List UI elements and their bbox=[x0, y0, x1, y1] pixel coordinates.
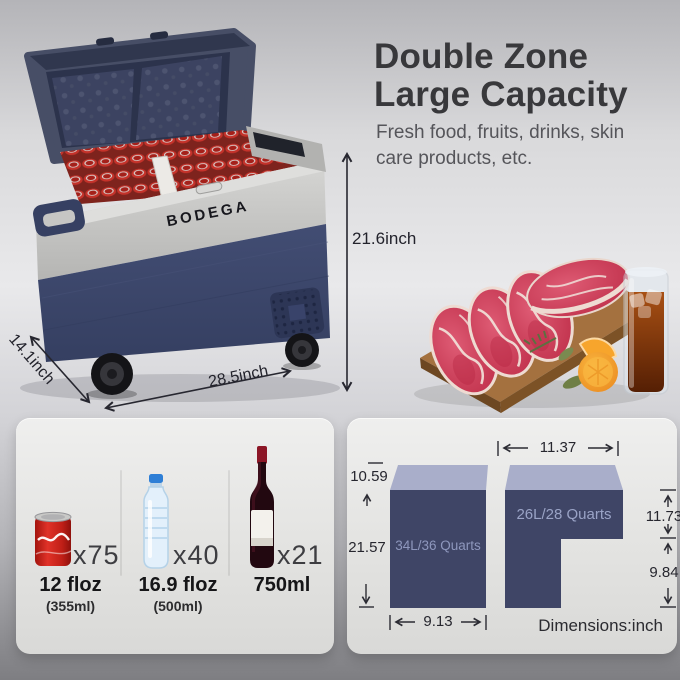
cooler-body: BODEGA bbox=[33, 126, 330, 362]
zones-panel: 34L/36 Quarts 26L/28 Quarts 10.59 21.57 … bbox=[347, 418, 680, 654]
subtitle-line-2: care products, etc. bbox=[376, 148, 533, 169]
item-size: 750ml bbox=[253, 574, 311, 596]
capacity-panel: x75 x40 x21 12 floz (355ml) 16.9 floz (5… bbox=[16, 418, 334, 654]
left-zone-width-label: 9.13 bbox=[423, 613, 453, 630]
item-count: x40 bbox=[173, 540, 220, 570]
title-line-1: Double Zone bbox=[374, 37, 589, 76]
right-zone-box bbox=[505, 465, 623, 608]
item-volume: (355ml) bbox=[45, 598, 96, 614]
rosemary-sprig bbox=[523, 330, 557, 353]
right-zone-upper-height-label: 11.73 bbox=[645, 508, 680, 525]
lid-latch bbox=[96, 37, 115, 46]
steaks bbox=[416, 257, 630, 406]
item-size: 16.9 floz bbox=[138, 574, 218, 596]
item-count: x21 bbox=[277, 540, 324, 570]
zone-annotation-lines bbox=[359, 441, 676, 630]
cooler-photo: BODEGA bbox=[20, 28, 353, 412]
dimension-arrows bbox=[29, 151, 353, 412]
column-divider bbox=[120, 470, 122, 576]
iced-drink-glass bbox=[623, 267, 669, 395]
orange-fruit bbox=[558, 337, 618, 392]
dimensions-unit-note: Dimensions:inch bbox=[538, 616, 663, 635]
vent-grille bbox=[270, 287, 325, 339]
left-zone-top-depth-label: 10.59 bbox=[350, 468, 388, 485]
column-divider bbox=[228, 470, 230, 576]
front-latch bbox=[195, 181, 223, 195]
cola-can-icon bbox=[34, 511, 72, 566]
item-count: x75 bbox=[73, 540, 120, 570]
wine-bottle-icon bbox=[250, 446, 274, 568]
height-dimension-label: 21.6inch bbox=[352, 229, 417, 248]
item-volume: (500ml) bbox=[153, 598, 203, 614]
right-zone-width-label: 11.37 bbox=[539, 439, 577, 456]
right-zone-lower-height-label: 9.84 bbox=[649, 564, 679, 581]
lid-latch bbox=[150, 31, 169, 40]
title-line-2: Large Capacity bbox=[374, 75, 628, 114]
left-zone-capacity-label: 34L/36 Quarts bbox=[395, 538, 481, 553]
right-zone-capacity-label: 26L/28 Quarts bbox=[516, 506, 612, 523]
page-title: Double Zone Large Capacity bbox=[374, 38, 628, 114]
side-handle bbox=[33, 199, 85, 237]
item-size: 12 floz bbox=[39, 574, 102, 596]
left-zone-box bbox=[390, 465, 488, 608]
page-subtitle: Fresh food, fruits, drinks, skin care pr… bbox=[376, 120, 624, 172]
subtitle-line-1: Fresh food, fruits, drinks, skin bbox=[376, 122, 625, 143]
food-photo bbox=[414, 257, 669, 413]
zone-diagram bbox=[359, 441, 676, 630]
water-bottle-icon bbox=[143, 474, 169, 569]
left-zone-height-label: 21.57 bbox=[348, 539, 386, 556]
control-panel-display bbox=[253, 132, 305, 157]
cooler-lid bbox=[24, 28, 256, 164]
